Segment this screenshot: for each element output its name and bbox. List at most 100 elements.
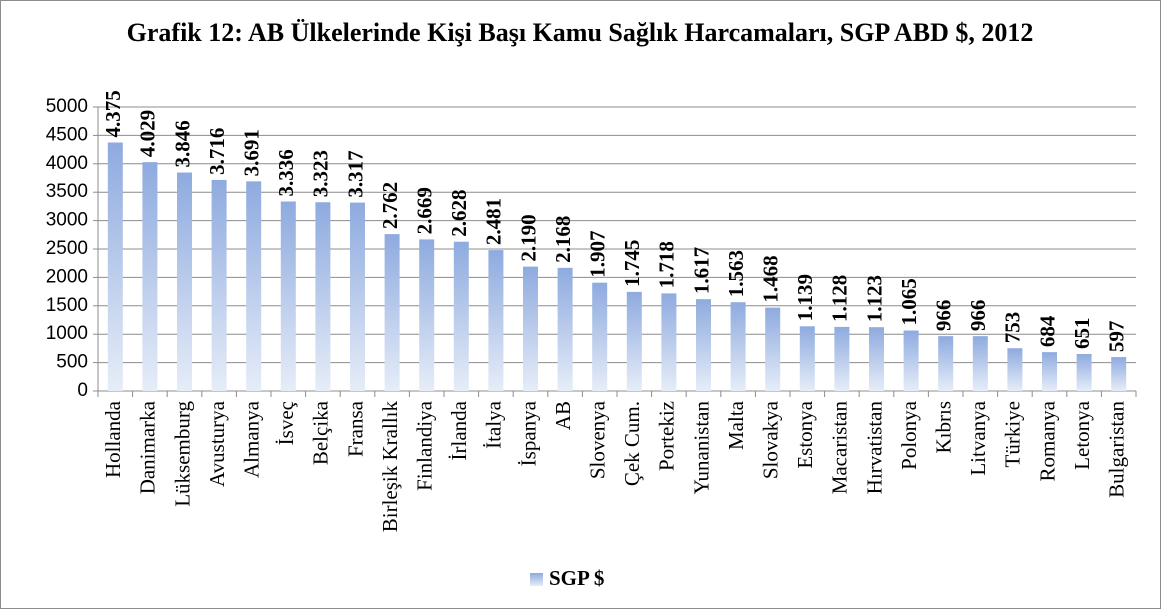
bar	[315, 202, 331, 391]
value-label: 2.762	[378, 182, 402, 229]
y-tick-label: 5000	[46, 96, 88, 117]
bar	[384, 234, 400, 391]
value-label: 3.691	[240, 129, 264, 176]
bar	[246, 181, 262, 391]
value-label: 651	[1070, 318, 1094, 350]
value-label: 1.468	[759, 255, 783, 302]
value-label: 3.323	[309, 150, 333, 197]
value-label: 2.628	[447, 189, 471, 236]
bar	[730, 302, 746, 391]
value-label: 1.123	[862, 275, 886, 322]
value-label: 597	[1105, 321, 1129, 353]
bar	[1042, 352, 1057, 391]
y-tick-label: 4500	[46, 124, 88, 145]
bar	[765, 307, 781, 391]
y-tick-label: 2500	[46, 238, 88, 259]
bar	[869, 327, 884, 391]
bar	[592, 282, 608, 391]
bar	[350, 202, 365, 391]
x-tick-label: Bulgaristan	[1105, 401, 1129, 498]
bar	[488, 250, 504, 391]
x-tick-label: Polonya	[897, 400, 921, 470]
legend-swatch	[530, 573, 543, 586]
value-label: 753	[1001, 312, 1025, 344]
bar	[142, 162, 158, 391]
x-tick-label: İrlanda	[447, 400, 471, 460]
bar	[1076, 354, 1092, 391]
x-tick-label: Fransa	[343, 400, 367, 457]
x-tick-label: İtalya	[482, 400, 506, 448]
x-tick-label: Çek Cum.	[620, 401, 644, 486]
x-tick-label: Almanya	[240, 400, 264, 478]
y-tick-label: 500	[56, 352, 88, 373]
value-label: 1.745	[620, 240, 644, 287]
x-tick-label: Slovenya	[586, 400, 610, 479]
x-tick-label: Avusturya	[205, 400, 229, 487]
y-tick-label: 2000	[46, 266, 88, 287]
value-label: 3.317	[343, 150, 367, 197]
x-tick-label: AB	[551, 401, 575, 430]
value-label: 1.617	[689, 247, 713, 294]
value-label: 1.128	[828, 275, 852, 322]
x-tick-label: Slovakya	[759, 400, 783, 479]
x-tick-label: Lüksemburg	[170, 401, 194, 507]
x-tick-label: İspanya	[516, 400, 540, 466]
y-tick-label: 4000	[46, 153, 88, 174]
value-label: 2.190	[516, 214, 540, 261]
x-tick-label: Hollanda	[101, 400, 125, 478]
x-tick-label: Birleşik Krallık	[378, 401, 402, 533]
y-tick-label: 3000	[46, 210, 88, 231]
value-label: 2.168	[551, 216, 575, 263]
value-label: 3.846	[170, 120, 194, 167]
bar	[696, 299, 711, 391]
bar	[211, 179, 227, 391]
x-tick-label: Macaristan	[828, 401, 852, 495]
value-label: 966	[966, 300, 990, 332]
bar	[1007, 348, 1023, 391]
value-label: 1.718	[655, 241, 679, 288]
value-label: 1.139	[793, 274, 817, 321]
y-tick-label: 3500	[46, 181, 88, 202]
bar	[903, 330, 919, 391]
x-tick-label: Letonya	[1070, 400, 1094, 469]
value-label: 4.029	[136, 110, 160, 157]
value-label: 3.716	[205, 128, 229, 175]
bar	[1111, 357, 1127, 391]
value-label: 1.065	[897, 278, 921, 325]
bar	[453, 241, 469, 391]
bar	[799, 326, 815, 391]
bar	[834, 326, 850, 391]
bar	[280, 201, 296, 391]
x-tick-label: Estonya	[793, 400, 817, 468]
chart-title: Grafik 12: AB Ülkelerinde Kişi Başı Kamu…	[126, 18, 1034, 47]
x-tick-label: Finlandiya	[413, 400, 437, 491]
x-tick-label: Litvanya	[966, 400, 990, 475]
x-tick-label: Malta	[724, 400, 748, 450]
bar	[626, 291, 642, 391]
x-tick-label: Belçika	[309, 400, 333, 465]
legend-label: SGP $	[549, 566, 604, 590]
y-tick-label: 1500	[46, 295, 88, 316]
x-tick-label: Kıbrıs	[932, 401, 956, 454]
x-tick-label: Yunanistan	[689, 401, 713, 495]
value-label: 966	[932, 300, 956, 332]
x-tick-label: Türkiye	[1001, 401, 1025, 467]
value-label: 2.481	[482, 198, 506, 245]
x-tick-label: İsveç	[274, 401, 298, 445]
bar	[419, 239, 435, 391]
value-label: 4.375	[101, 90, 125, 137]
bar	[972, 336, 988, 391]
bar	[107, 142, 123, 391]
value-label: 3.336	[274, 149, 298, 196]
value-label: 1.563	[724, 250, 748, 297]
bar	[557, 267, 573, 391]
x-tick-label: Hırvatistan	[862, 401, 886, 495]
bar	[177, 172, 192, 391]
value-label: 684	[1035, 315, 1059, 347]
x-tick-label: Portekiz	[655, 401, 679, 471]
value-label: 1.907	[586, 230, 610, 277]
bar	[938, 336, 954, 391]
